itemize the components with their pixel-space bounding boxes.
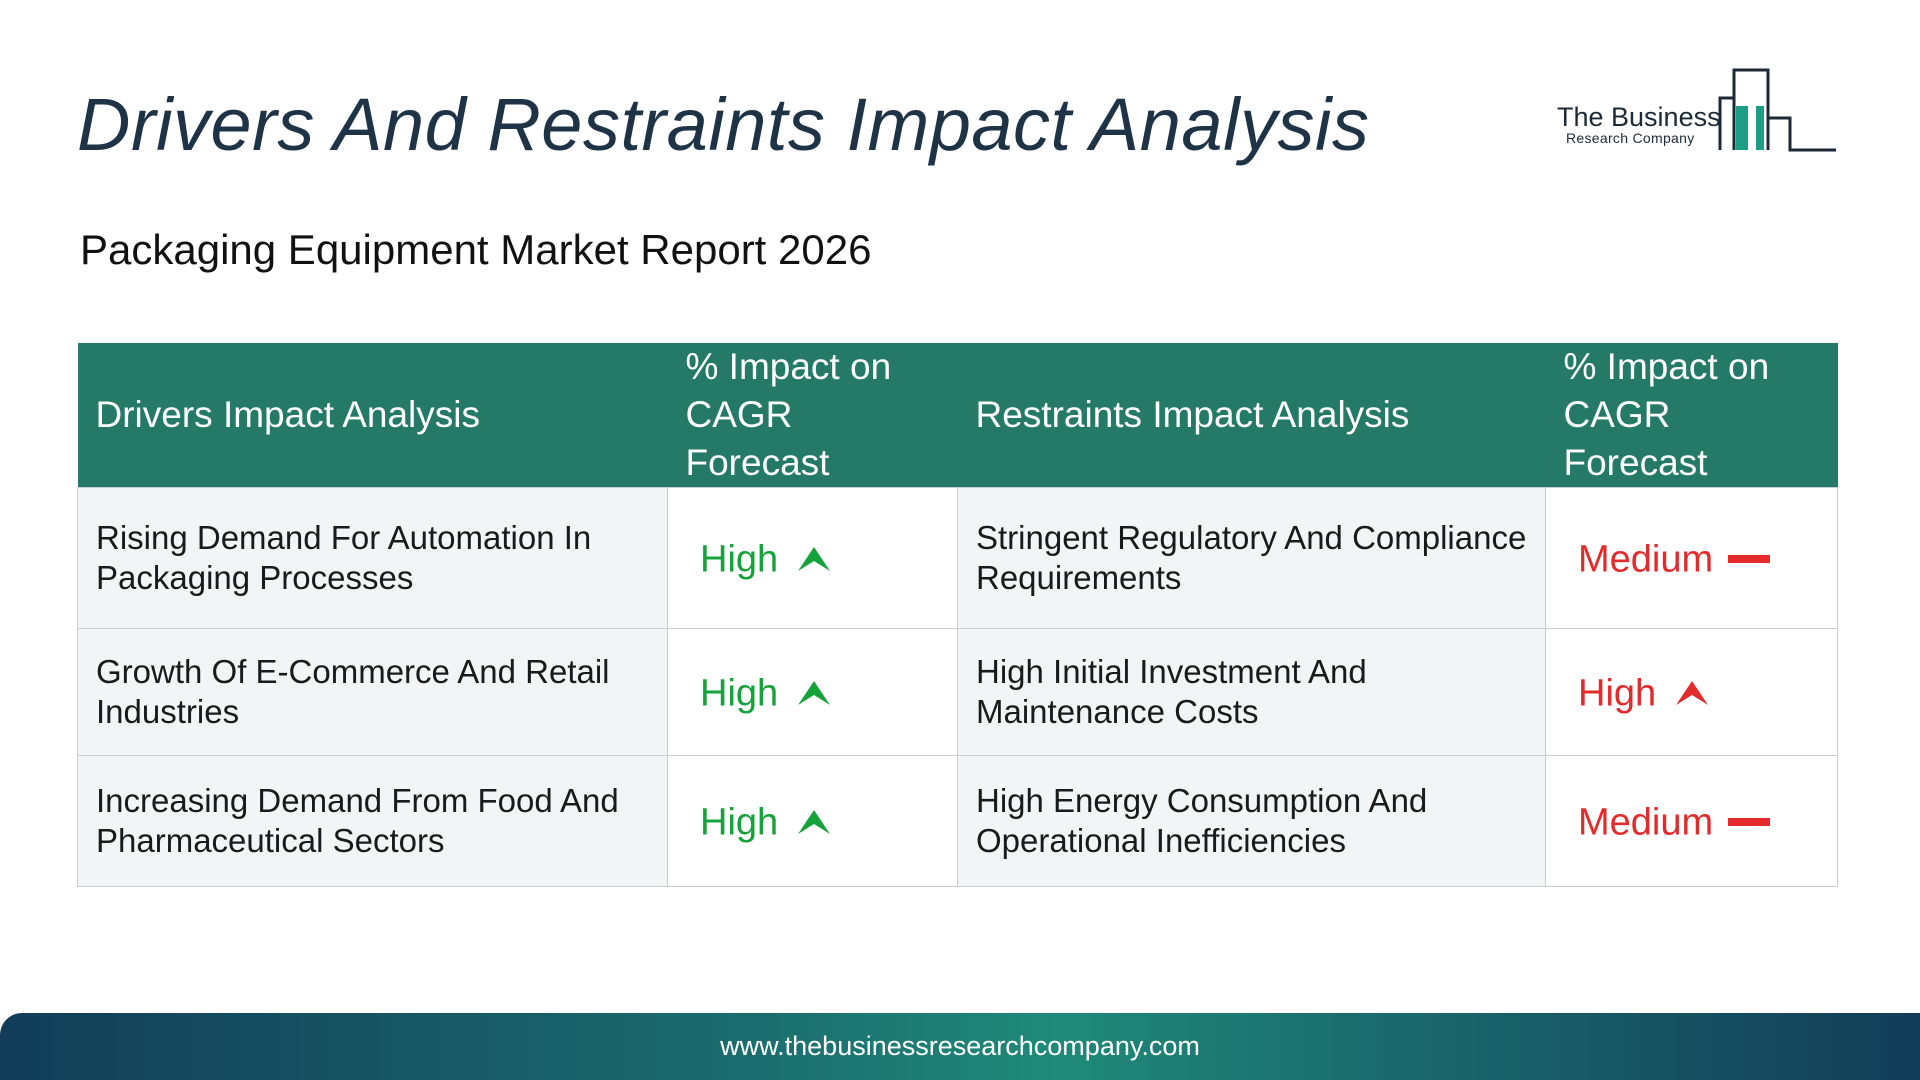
- restraint-impact-cell: High: [1545, 628, 1838, 756]
- restraint-cell: High Energy Consumption And Operational …: [957, 755, 1546, 887]
- footer-bar: www.thebusinessresearchcompany.com: [0, 1013, 1920, 1080]
- restraint-cell: High Initial Investment And Maintenance …: [957, 628, 1546, 756]
- header-drivers-impact: % Impact on CAGR Forecast: [667, 343, 958, 488]
- table-row: Rising Demand For Automation In Packagin…: [77, 487, 1838, 629]
- restraint-cell: Stringent Regulatory And Compliance Requ…: [957, 487, 1546, 629]
- restraint-impact-label: High: [1578, 672, 1657, 715]
- table-header-row: Drivers Impact Analysis % Impact on CAGR…: [77, 343, 1838, 488]
- driver-cell: Increasing Demand From Food And Pharmace…: [77, 755, 668, 887]
- arrow-up-icon: [798, 681, 831, 706]
- restraint-impact-cell: Medium: [1545, 487, 1838, 629]
- header-drivers: Drivers Impact Analysis: [77, 343, 668, 488]
- arrow-up-icon: [798, 810, 831, 835]
- driver-impact-cell: High: [667, 487, 958, 629]
- driver-impact-cell: High: [667, 628, 958, 756]
- driver-impact-cell: High: [667, 755, 958, 887]
- report-subtitle: Packaging Equipment Market Report 2026: [80, 226, 872, 273]
- driver-impact-label: High: [700, 672, 779, 715]
- table-row: Growth Of E-Commerce And Retail Industri…: [77, 628, 1838, 756]
- company-logo: The Business Research Company: [1550, 66, 1840, 156]
- driver-cell: Rising Demand For Automation In Packagin…: [77, 487, 668, 629]
- table-row: Increasing Demand From Food And Pharmace…: [77, 755, 1838, 887]
- footer-url-link[interactable]: www.thebusinessresearchcompany.com: [720, 1031, 1200, 1061]
- driver-cell: Growth Of E-Commerce And Retail Industri…: [77, 628, 668, 756]
- dash-icon: [1728, 818, 1771, 827]
- header-restraints: Restraints Impact Analysis: [957, 343, 1546, 488]
- header-restraints-impact: % Impact on CAGR Forecast: [1545, 343, 1838, 488]
- impact-table: Drivers Impact Analysis % Impact on CAGR…: [77, 343, 1838, 887]
- logo-main-text: The Business: [1557, 102, 1721, 132]
- arrow-up-icon: [798, 547, 831, 572]
- restraint-impact-label: Medium: [1578, 538, 1714, 581]
- arrow-up-icon: [1676, 681, 1709, 706]
- logo-bars-icon: [1718, 68, 1836, 152]
- restraint-impact-cell: Medium: [1545, 755, 1838, 887]
- driver-impact-label: High: [700, 801, 779, 844]
- dash-icon: [1728, 555, 1771, 564]
- restraint-impact-label: Medium: [1578, 801, 1714, 844]
- logo-sub-text: Research Company: [1566, 130, 1695, 146]
- page-title: Drivers And Restraints Impact Analysis: [77, 83, 1370, 166]
- driver-impact-label: High: [700, 538, 779, 581]
